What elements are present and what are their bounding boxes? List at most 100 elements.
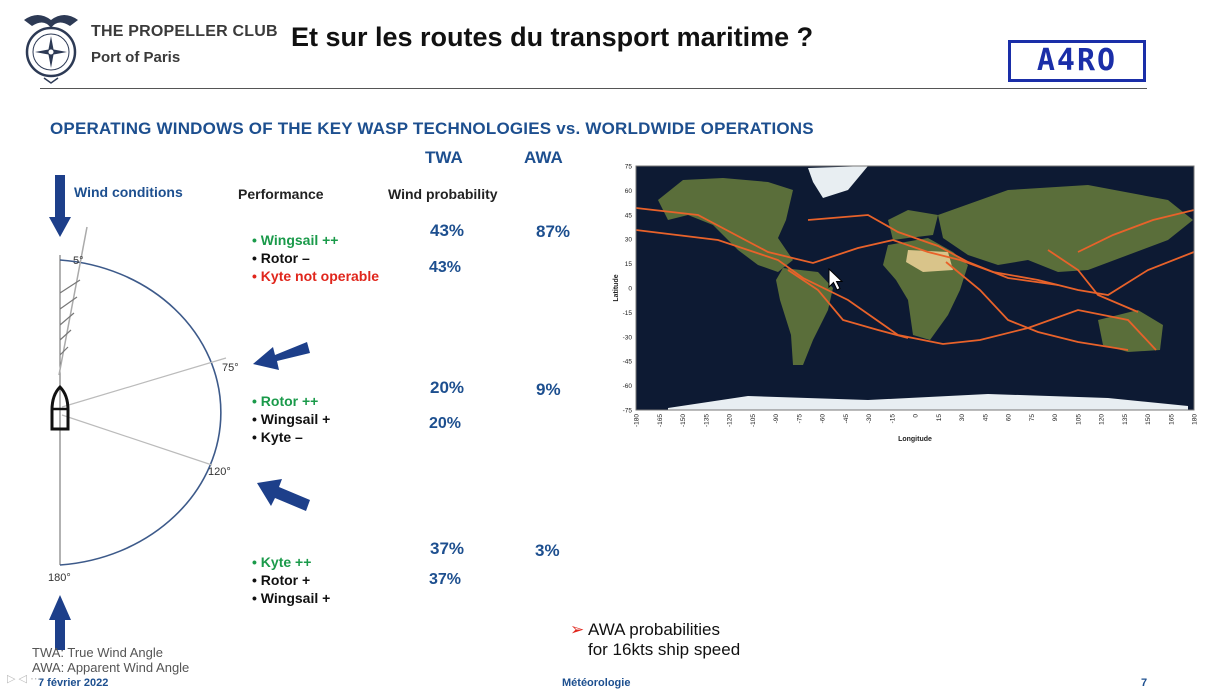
list-item: • Kyte not operable	[252, 268, 380, 284]
performance-list-2: • Rotor ++ • Wingsail + • Kyte –	[252, 392, 330, 446]
twa-value-3: 37%	[430, 539, 465, 558]
club-port: Port of Paris	[91, 49, 181, 66]
slide-controls[interactable]: ▷ ◁ ⋯	[7, 672, 41, 685]
longitude-tick-label: 180	[1192, 414, 1199, 425]
north-america	[658, 178, 793, 272]
asia	[938, 185, 1193, 272]
angle-120-label: 120°	[208, 466, 231, 478]
longitude-tick-label: -105	[750, 414, 757, 427]
latitude-tick-label: 45	[625, 212, 633, 219]
list-item: • Rotor +	[252, 572, 311, 588]
latitude-ticks: 75 60 45 30 15 0 -15 -30 -45 -60 -75	[623, 164, 633, 415]
longitude-tick-label: 45	[982, 414, 989, 422]
wind-prob-3: 37%	[429, 571, 462, 588]
arrow-left-icon	[253, 342, 310, 370]
list-item: • Rotor ++	[252, 393, 319, 409]
ray-120	[61, 414, 213, 466]
prev-slide-icon[interactable]: ◁	[18, 673, 27, 685]
list-item: • Kyte –	[252, 429, 303, 445]
legend-awa: AWA: Apparent Wind Angle	[32, 660, 190, 675]
longitude-tick-label: 15	[936, 414, 943, 422]
latitude-tick-label: -30	[623, 334, 633, 341]
abbreviation-legend: TWA: True Wind Angle AWA: Apparent Wind …	[32, 645, 189, 675]
footer-section: Météorologie	[562, 677, 631, 689]
latitude-tick-label: -45	[623, 359, 633, 366]
note-line-2: for 16kts ship speed	[588, 640, 741, 659]
twa-header: TWA	[425, 148, 463, 167]
awa-header: AWA	[524, 148, 563, 167]
footer-page-number: 7	[1141, 677, 1148, 689]
antarctica	[668, 394, 1188, 410]
section-subtitle: OPERATING WINDOWS OF THE KEY WASP TECHNO…	[50, 119, 814, 138]
list-item: • Wingsail ++	[252, 232, 339, 248]
club-name: THE PROPELLER CLUB	[91, 23, 278, 40]
awa-value-3: 3%	[535, 541, 560, 560]
twa-value-1: 43%	[430, 221, 465, 240]
awa-value-1: 87%	[536, 222, 571, 241]
wind-angle-diagram	[49, 175, 310, 650]
longitude-tick-label: 60	[1006, 414, 1013, 422]
longitude-tick-label: 165	[1168, 414, 1175, 425]
mouse-cursor-icon	[828, 268, 844, 291]
more-icon[interactable]: ⋯	[30, 673, 42, 685]
wind-prob-2: 20%	[429, 415, 462, 432]
australia	[1098, 310, 1163, 352]
twa-value-2: 20%	[430, 378, 465, 397]
performance-list-1: • Wingsail ++ • Rotor – • Kyte not opera…	[252, 231, 379, 285]
world-shipping-routes-map: Latitude Longitude 75604530150-15-30-45-…	[613, 164, 1199, 444]
longitude-tick-label: -30	[866, 414, 873, 424]
longitude-tick-label: -90	[773, 414, 780, 424]
latitude-tick-label: 0	[628, 286, 632, 293]
play-icon[interactable]: ▷	[7, 673, 16, 685]
diagram-arc	[59, 259, 222, 566]
longitude-tick-label: -180	[634, 414, 641, 427]
list-item: • Kyte ++	[252, 554, 312, 570]
arrow-up-icon	[49, 595, 71, 650]
longitude-tick-label: -135	[703, 414, 710, 427]
awa-note: ➢ AWA probabilities for 16kts ship speed	[570, 620, 740, 660]
longitude-ticks: -180 -165 -150 -135 -120 -105 -90 -75 -60 -45 -30-…	[634, 414, 1199, 427]
latitude-tick-label: 75	[625, 164, 633, 171]
angle-5-label: 5°	[73, 255, 84, 267]
longitude-tick-label: -120	[727, 414, 734, 427]
wind-conditions-label: Wind conditions	[74, 184, 183, 200]
latitude-axis-label: Latitude	[613, 274, 620, 301]
longitude-tick-label: 0	[913, 414, 920, 418]
performance-label: Performance	[238, 186, 324, 202]
list-item: • Wingsail +	[252, 590, 331, 606]
greenland	[808, 166, 868, 198]
latitude-tick-label: 15	[625, 261, 633, 268]
longitude-tick-label: -165	[657, 414, 664, 427]
longitude-tick-label: 150	[1145, 414, 1152, 425]
footer-date: 7 février 2022	[38, 677, 109, 689]
shipping-routes	[635, 207, 1195, 351]
list-item: • Rotor –	[252, 250, 310, 266]
longitude-tick-label: 90	[1052, 414, 1059, 422]
brand-logo: A4RO	[1008, 40, 1146, 82]
performance-list-3: • Kyte ++ • Rotor + • Wingsail +	[252, 553, 330, 607]
longitude-tick-label: -45	[843, 414, 850, 424]
slide-title: Et sur les routes du transport maritime …	[291, 22, 814, 52]
header-divider	[40, 88, 1147, 89]
legend-twa: TWA: True Wind Angle	[32, 645, 164, 660]
angle-180-label: 180°	[48, 572, 71, 584]
longitude-tick-label: 105	[1075, 414, 1082, 425]
longitude-tick-label: 75	[1029, 414, 1036, 422]
latitude-tick-label: 60	[625, 188, 633, 195]
angle-75-label: 75°	[222, 362, 239, 374]
note-line-1: AWA probabilities	[588, 620, 721, 639]
wind-prob-1: 43%	[429, 259, 462, 276]
longitude-tick-label: -150	[680, 414, 687, 427]
longitude-tick-label: -60	[820, 414, 827, 424]
mast-line	[58, 226, 88, 376]
latitude-tick-label: -75	[623, 408, 633, 415]
ray-75	[61, 357, 227, 408]
wind-probability-label: Wind probability	[388, 186, 498, 202]
longitude-tick-label: 30	[959, 414, 966, 422]
latitude-tick-label: 30	[625, 237, 633, 244]
propeller-club-logo	[24, 15, 78, 84]
longitude-axis-label: Longitude	[898, 436, 932, 443]
latitude-tick-label: -15	[623, 310, 633, 317]
awa-value-2: 9%	[536, 380, 561, 399]
mast-hatching	[59, 279, 81, 356]
